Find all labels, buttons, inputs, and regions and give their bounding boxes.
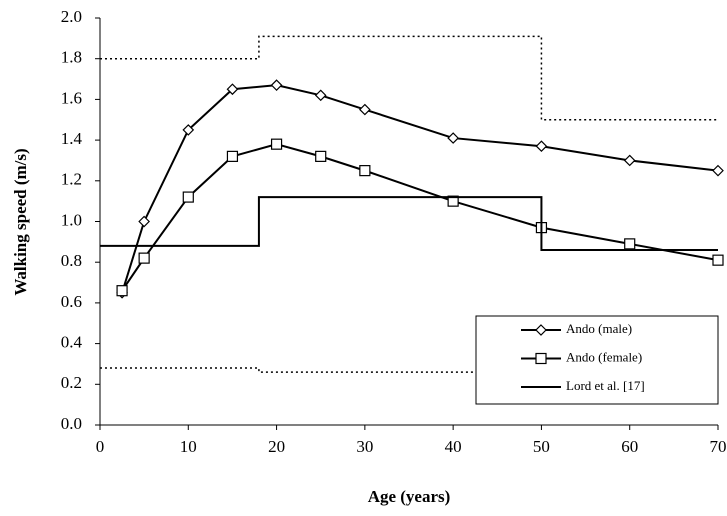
- y-tick-label: 0.2: [61, 373, 82, 392]
- marker-square: [624, 238, 636, 250]
- series-line: [121, 143, 719, 292]
- y-tick-label: 0.6: [61, 292, 82, 311]
- marker-square: [359, 165, 371, 177]
- marker-square: [712, 254, 724, 266]
- x-tick-label: 0: [96, 437, 105, 456]
- x-tick-label: 60: [621, 437, 638, 456]
- marker-diamond: [270, 79, 283, 92]
- marker-diamond: [226, 83, 239, 96]
- legend-label: Lord et al. [17]: [566, 378, 645, 393]
- y-tick-label: 1.6: [61, 88, 82, 107]
- series-line: [100, 196, 718, 251]
- marker-square: [138, 252, 150, 264]
- series-line: [100, 367, 718, 373]
- y-tick-label: 1.0: [61, 210, 82, 229]
- marker-diamond: [314, 89, 327, 102]
- legend-box: [475, 315, 719, 405]
- marker-square: [226, 150, 239, 162]
- marker-diamond: [712, 164, 724, 177]
- y-axis-title: Walking speed (m/s): [11, 148, 30, 295]
- marker-square: [116, 285, 128, 297]
- x-tick-label: 50: [533, 437, 550, 456]
- x-tick-label: 30: [356, 437, 373, 456]
- y-tick-label: 0.4: [61, 333, 83, 352]
- marker-diamond: [182, 124, 195, 136]
- marker-square: [182, 191, 194, 203]
- marker-diamond: [447, 132, 459, 144]
- legend-label: Ando (female): [566, 349, 642, 364]
- marker-square: [270, 138, 283, 150]
- x-axis-title: Age (years): [368, 487, 451, 506]
- marker-diamond: [623, 154, 636, 167]
- marker-diamond: [359, 103, 371, 116]
- marker-diamond: [535, 324, 547, 336]
- marker-square: [535, 352, 547, 365]
- marker-diamond: [535, 140, 548, 153]
- y-tick-label: 1.4: [61, 129, 83, 148]
- x-tick-label: 10: [180, 437, 197, 456]
- legend-label: Ando (male): [566, 321, 632, 336]
- y-tick-label: 0.8: [61, 251, 82, 270]
- legend: Ando (male) Ando (female) Lord et al. [17]: [475, 315, 719, 405]
- y-tick-label: 1.8: [61, 48, 82, 67]
- x-tick-label: 40: [445, 437, 462, 456]
- x-tick-label: 70: [710, 437, 727, 456]
- y-tick-label: 0.0: [61, 414, 82, 433]
- x-tick-label: 20: [268, 437, 285, 456]
- marker-square: [315, 150, 327, 162]
- y-tick-label: 1.2: [61, 170, 82, 189]
- series-line: [100, 35, 718, 121]
- marker-diamond: [138, 215, 150, 228]
- y-tick-label: 2.0: [61, 7, 82, 26]
